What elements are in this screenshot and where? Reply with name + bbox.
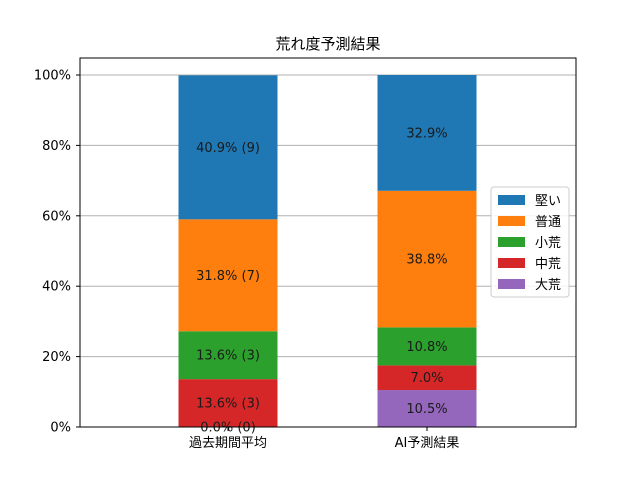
data-label: 10.5% bbox=[406, 402, 447, 417]
y-tick-label: 40% bbox=[42, 280, 71, 295]
data-label: 38.8% bbox=[406, 253, 447, 268]
y-tick-label: 0% bbox=[50, 421, 71, 436]
data-label: 10.8% bbox=[406, 340, 447, 355]
data-label: 31.8% (7) bbox=[196, 269, 260, 284]
bar-segment bbox=[377, 390, 477, 427]
data-label: 13.6% (3) bbox=[196, 349, 260, 364]
bar-segment bbox=[377, 190, 477, 328]
bars bbox=[178, 75, 477, 427]
legend-label: 小荒 bbox=[535, 236, 561, 251]
legend-label: 堅い bbox=[535, 194, 561, 209]
plot-frame bbox=[79, 57, 577, 428]
x-axis: 過去期間平均 AI予測結果 bbox=[189, 427, 459, 451]
x-tick-label: 過去期間平均 bbox=[189, 436, 267, 451]
bar-segment bbox=[377, 365, 477, 391]
data-label: 7.0% bbox=[410, 371, 443, 386]
bar-segment bbox=[178, 331, 278, 380]
bar-data-labels: 0.0% (0)13.6% (3)13.6% (3)31.8% (7)40.9%… bbox=[196, 126, 448, 435]
legend-swatch bbox=[498, 216, 525, 226]
y-tick-label: 60% bbox=[42, 209, 71, 224]
bar-segment bbox=[178, 75, 278, 220]
legend-swatch bbox=[498, 237, 525, 247]
x-tick-label: AI予測結果 bbox=[395, 436, 460, 451]
legend-swatch bbox=[498, 195, 525, 205]
y-tick-label: 100% bbox=[34, 69, 71, 84]
legend-swatch bbox=[498, 279, 525, 289]
y-tick-label: 20% bbox=[42, 350, 71, 365]
bar-segment bbox=[377, 327, 477, 366]
data-label: 13.6% (3) bbox=[196, 397, 260, 412]
bar-segment bbox=[178, 379, 278, 427]
legend-swatch bbox=[498, 258, 525, 268]
legend-label: 中荒 bbox=[535, 257, 561, 272]
chart-title: 荒れ度予測結果 bbox=[275, 35, 380, 53]
y-tick-label: 80% bbox=[42, 139, 71, 154]
legend-box bbox=[490, 186, 570, 298]
legend-label: 普通 bbox=[535, 215, 561, 230]
bar-segment bbox=[377, 75, 477, 191]
data-label: 32.9% bbox=[406, 126, 447, 141]
bar-segment bbox=[178, 219, 278, 332]
y-axis: 0% 20% 40% 60% 80% 100% bbox=[34, 69, 80, 436]
data-label: 40.9% (9) bbox=[196, 141, 260, 156]
legend-label: 大荒 bbox=[535, 278, 561, 293]
